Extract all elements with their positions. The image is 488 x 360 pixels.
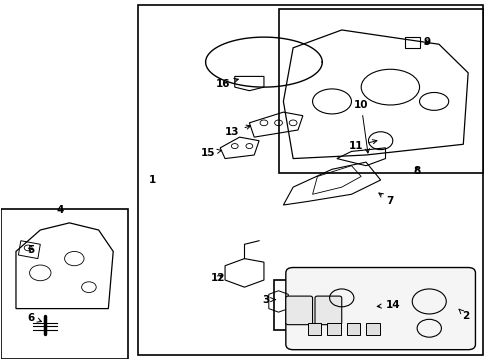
Text: 5: 5: [27, 245, 34, 255]
Text: 13: 13: [224, 125, 250, 137]
Text: 9: 9: [423, 37, 429, 48]
Bar: [326, 323, 340, 336]
Text: 12: 12: [210, 273, 224, 283]
Bar: [273, 280, 366, 330]
FancyBboxPatch shape: [285, 267, 474, 350]
Text: 8: 8: [413, 166, 420, 176]
Text: 16: 16: [215, 78, 238, 89]
Bar: [366, 323, 379, 336]
Text: 4: 4: [56, 205, 63, 215]
FancyBboxPatch shape: [314, 296, 341, 325]
Text: 14: 14: [376, 300, 399, 310]
Bar: [137, 5, 482, 355]
Text: 1: 1: [148, 175, 155, 185]
Text: 2: 2: [458, 309, 468, 321]
Text: 6: 6: [27, 312, 41, 323]
Text: 3: 3: [262, 295, 275, 305]
Bar: [278, 9, 482, 173]
FancyBboxPatch shape: [285, 296, 312, 325]
Text: 11: 11: [348, 140, 376, 151]
Text: 10: 10: [353, 100, 368, 153]
Bar: [346, 323, 360, 336]
Bar: [1, 208, 127, 359]
Text: 7: 7: [378, 193, 393, 206]
Bar: [307, 323, 321, 336]
Text: 15: 15: [201, 148, 221, 158]
